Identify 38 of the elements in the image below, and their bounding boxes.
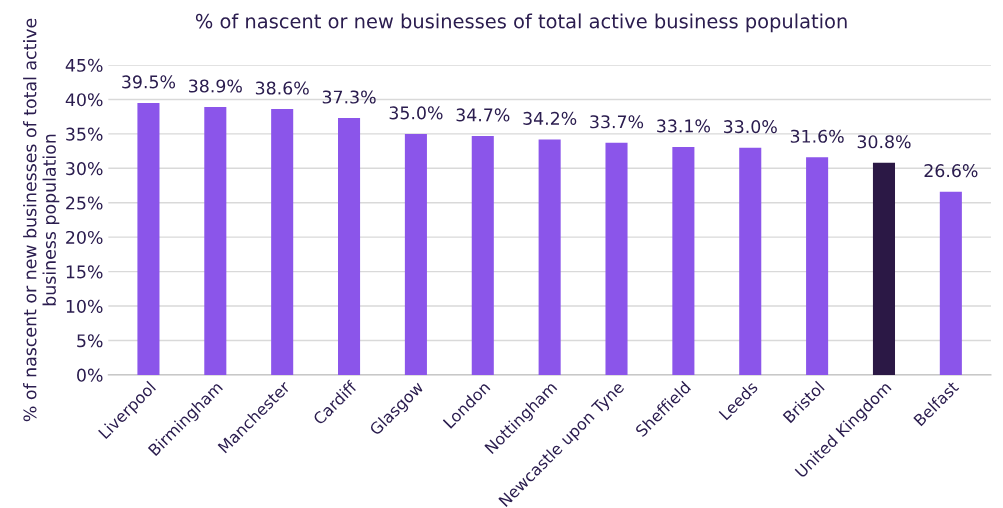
y-axis-title: % of nascent or new businesses of total active business population <box>23 18 60 422</box>
bar <box>271 109 294 375</box>
y-tick-label: 40% <box>65 93 103 107</box>
bar <box>672 146 695 375</box>
bar <box>605 142 628 375</box>
y-tick-label: 25% <box>66 196 103 210</box>
y-tick-label: 45% <box>65 58 103 72</box>
data-label: 34.2% <box>523 111 577 125</box>
bar <box>806 157 829 375</box>
data-label: 37.3% <box>322 90 376 104</box>
data-label: 33.7% <box>590 115 644 129</box>
data-label: 38.6% <box>255 81 309 95</box>
data-label: 38.9% <box>189 79 242 93</box>
data-label: 33.0% <box>723 120 777 134</box>
data-label: 33.1% <box>657 119 710 133</box>
y-tick-label: 30% <box>66 162 103 176</box>
bar <box>204 107 227 375</box>
bar <box>538 139 561 375</box>
bar <box>939 191 962 375</box>
data-label: 35.0% <box>389 106 443 120</box>
y-tick-label: 5% <box>77 334 103 348</box>
data-label: 39.5% <box>122 75 176 89</box>
y-tick-label: 10% <box>66 299 103 313</box>
bar <box>404 133 427 375</box>
data-label: 34.7% <box>456 108 510 122</box>
y-tick-label: 20% <box>66 230 103 245</box>
data-label: 26.6% <box>924 164 978 178</box>
data-label: 31.6% <box>790 129 844 143</box>
bar <box>872 162 896 375</box>
y-tick-label: 0% <box>77 368 103 382</box>
bar <box>739 147 762 375</box>
bar <box>137 102 160 375</box>
data-label: 30.8% <box>857 135 911 149</box>
y-tick-label: 15% <box>66 265 103 279</box>
bar <box>471 135 494 375</box>
chart-title: % of nascent or new businesses of total active business population <box>195 13 847 33</box>
y-tick-label: 35% <box>66 127 103 141</box>
bar <box>338 118 361 375</box>
